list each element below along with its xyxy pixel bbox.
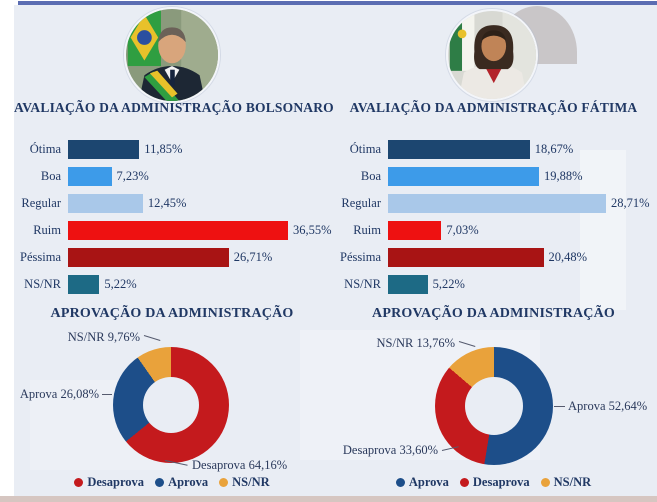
bolsonaro-bar-chart: Ótima 11,85% Boa 7,23% Regular 12,45% Ruim 36,5…: [14, 140, 332, 302]
fatima-photo: [446, 9, 538, 101]
bar: [388, 167, 539, 186]
fatima-evaluation-title: AVALIAÇÃO DA ADMINISTRAÇÃO FÁTIMA: [349, 100, 638, 115]
leader-line-nsnr: [458, 341, 476, 347]
bar: [388, 194, 606, 213]
nsnr-dot-icon: [540, 478, 550, 487]
callout-nsnr: NS/NR 13,76%: [376, 336, 455, 350]
fatima-bar-chart: Ótima 18,67% Boa 19,88% Regular 28,71% Ruim 7,0…: [330, 140, 657, 302]
bolsonaro-donut-chart: NS/NR 9,76% Aprova 26,08% Desaprova 64,1…: [14, 326, 330, 502]
bar-row: Ruim 7,03%: [330, 221, 657, 240]
bar: [388, 248, 544, 267]
bar-row: Ótima 11,85%: [14, 140, 330, 159]
aprova-dot-icon: [155, 478, 165, 487]
nsnr-dot-icon: [219, 478, 229, 487]
bar: [68, 275, 100, 294]
bar-category-label: Regular: [21, 196, 61, 210]
bar-category-label: Boa: [360, 169, 381, 183]
fatima-donut-legend: Aprova Desaprova NS/NR: [330, 475, 657, 490]
bar-category-label: Ótima: [349, 142, 381, 156]
leader-line-nsnr: [143, 335, 161, 341]
bar-category-label: Boa: [40, 169, 61, 183]
desaprova-dot-icon: [459, 478, 469, 487]
bar: [68, 167, 112, 186]
bar-value-label: 5,22%: [104, 277, 137, 291]
bar: [68, 140, 140, 159]
legend-label: Aprova: [408, 475, 449, 489]
bolsonaro-panel: AVALIAÇÃO DA ADMINISTRAÇÃO BOLSONARO Óti…: [14, 0, 334, 502]
bolsonaro-evaluation-title: AVALIAÇÃO DA ADMINISTRAÇÃO BOLSONARO: [14, 100, 334, 115]
bar-value-label: 5,22%: [432, 277, 465, 291]
bar-row: Péssima 20,48%: [330, 248, 657, 267]
bar-row: NS/NR 5,22%: [14, 275, 330, 294]
legend-label: Desaprova: [472, 475, 530, 489]
bar-category-label: Ruim: [33, 223, 61, 237]
callout-aprova: Aprova 26,08%: [19, 387, 99, 401]
bar-category-label: NS/NR: [24, 277, 61, 291]
callout-aprova: Aprova 52,64%: [568, 399, 648, 413]
top-accent-bar: [18, 1, 657, 5]
desaprova-dot-icon: [74, 478, 84, 487]
bar-value-label: 26,71%: [233, 250, 273, 264]
legend-label: Aprova: [168, 475, 209, 489]
fatima-portrait-illustration: [448, 11, 536, 99]
leader-line-aprova: [102, 394, 112, 395]
fatima-approval-title: APROVAÇÃO DA ADMINISTRAÇÃO: [372, 306, 615, 321]
legend-item-aprova: Aprova: [155, 475, 208, 490]
donut-hole: [465, 377, 523, 435]
bar-value-label: 19,88%: [544, 169, 583, 183]
callout-desaprova: Desaprova 33,60%: [342, 443, 438, 457]
bar-row: NS/NR 5,22%: [330, 275, 657, 294]
bar-row: Péssima 26,71%: [14, 248, 330, 267]
bar-category-label: Péssima: [340, 250, 381, 264]
bolsonaro-donut-legend: Desaprova Aprova NS/NR: [14, 475, 330, 490]
bar-category-label: Ótima: [29, 142, 61, 156]
legend-label: Desaprova: [87, 475, 145, 489]
bar: [68, 194, 143, 213]
bar-value-label: 18,67%: [534, 142, 574, 156]
donut-hole: [143, 377, 199, 433]
fatima-panel: AVALIAÇÃO DA ADMINISTRAÇÃO FÁTIMA Ótima 1…: [330, 0, 657, 502]
bar-row: Regular 28,71%: [330, 194, 657, 213]
bar-row: Regular 12,45%: [14, 194, 330, 213]
bar: [68, 248, 229, 267]
callout-desaprova: Desaprova 64,16%: [192, 458, 288, 472]
callout-nsnr: NS/NR 9,76%: [67, 330, 140, 344]
bar: [388, 221, 442, 240]
bolsonaro-approval-title: APROVAÇÃO DA ADMINISTRAÇÃO: [50, 306, 294, 321]
bar: [68, 221, 288, 240]
bar: [388, 275, 428, 294]
legend-item-desaprova: Desaprova: [459, 475, 530, 490]
bar-category-label: Péssima: [20, 250, 61, 264]
bar-row: Ruim 36,55%: [14, 221, 332, 240]
bar-value-label: 12,45%: [147, 196, 187, 210]
bar-value-label: 28,71%: [611, 196, 650, 210]
bar-value-label: 20,48%: [548, 250, 588, 264]
legend-item-aprova: Aprova: [395, 475, 449, 490]
aprova-dot-icon: [395, 478, 405, 487]
bar-value-label: 7,23%: [116, 169, 149, 183]
background-bottom-strip: [0, 496, 657, 502]
bar-category-label: Regular: [341, 196, 381, 210]
bar-value-label: 36,55%: [293, 223, 332, 237]
bar: [388, 140, 530, 159]
background-skyline-building: [580, 150, 626, 310]
bar-row: Boa 19,88%: [330, 167, 657, 186]
bar-row: Ótima 18,67%: [330, 140, 657, 159]
leader-line-aprova: [554, 406, 565, 407]
bolsonaro-photo: [124, 7, 220, 103]
bar-category-label: NS/NR: [344, 277, 381, 291]
legend-item-nsnr: NS/NR: [540, 475, 592, 490]
bar-row: Boa 7,23%: [14, 167, 330, 186]
bar-value-label: 11,85%: [144, 142, 183, 156]
bar-category-label: Ruim: [353, 223, 381, 237]
bolsonaro-portrait-illustration: [126, 9, 218, 101]
legend-label: NS/NR: [232, 475, 270, 489]
legend-item-desaprova: Desaprova: [74, 475, 144, 490]
legend-item-nsnr: NS/NR: [219, 475, 270, 490]
bar-value-label: 7,03%: [446, 223, 479, 237]
fatima-donut-chart: NS/NR 13,76% Aprova 52,64% Desaprova 33,…: [330, 326, 657, 502]
legend-label: NS/NR: [553, 475, 592, 489]
